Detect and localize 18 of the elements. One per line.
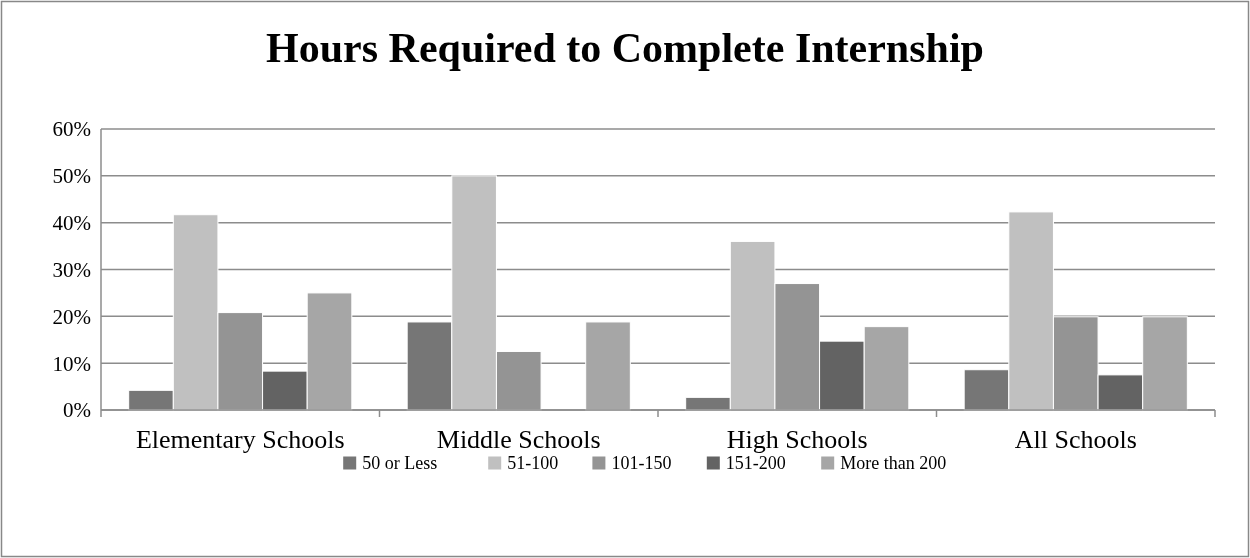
y-tick-label: 20% (52, 304, 91, 329)
y-tick-label: 50% (52, 164, 91, 189)
y-tick-label: 60% (52, 117, 91, 142)
chart-title: Hours Required to Complete Internship (266, 25, 984, 71)
x-tick-label: All Schools (1014, 425, 1137, 454)
legend-label: 51-100 (507, 453, 559, 474)
legend-label: 151-200 (725, 453, 786, 474)
legend-label: 101-150 (611, 453, 672, 474)
y-tick-label: 30% (52, 257, 91, 282)
y-tick-label: 0% (63, 398, 91, 423)
x-tick-label: High Schools (726, 425, 868, 454)
x-tick-label: Middle Schools (436, 425, 601, 454)
legend-label: 50 or Less (362, 453, 438, 474)
x-tick-label: Elementary Schools (135, 425, 345, 454)
legend-label: More than 200 (840, 453, 947, 474)
y-tick-label: 10% (52, 351, 91, 376)
bar (585, 321, 631, 411)
y-tick-label: 40% (52, 211, 91, 236)
